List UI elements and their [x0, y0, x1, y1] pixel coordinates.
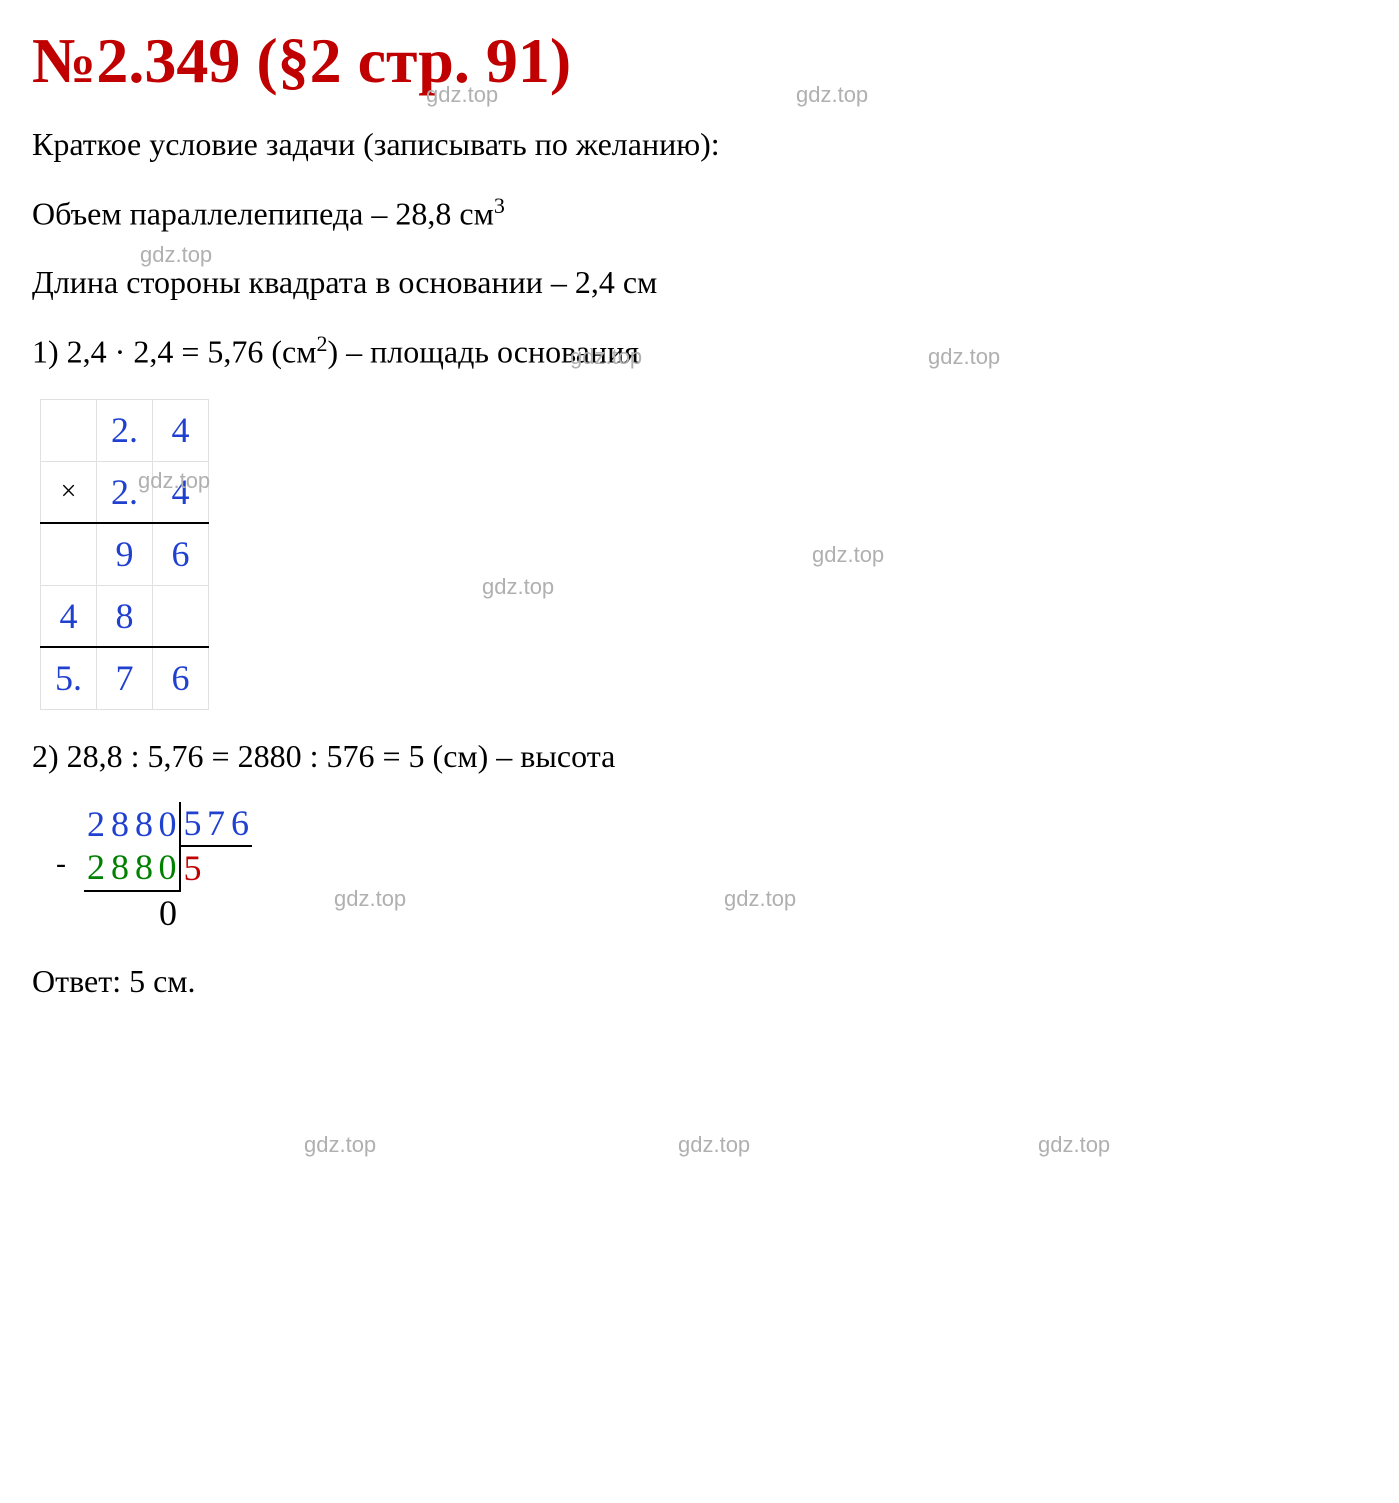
table-row: 0	[60, 891, 252, 935]
table-row: 2. 4	[41, 399, 209, 461]
table-cell: 5.	[41, 647, 97, 709]
multiplication-table: 2. 4 × 2. 4 9 6 4 8 5. 7 6	[40, 399, 209, 710]
table-cell: 8	[97, 585, 153, 647]
watermark: gdz.top	[482, 574, 554, 600]
table-cell: 4	[153, 461, 209, 523]
table-row: 4 8	[41, 585, 209, 647]
volume-line: Объем параллелепипеда – 28,8 см3	[32, 191, 1367, 236]
table-cell: 8	[108, 846, 132, 890]
step1-before: 1) 2,4 · 2,4 = 5,76 (см	[32, 334, 316, 370]
division-table: 2 8 8 0 5 7 6 2 8 8 0 5	[60, 802, 252, 935]
table-cell: 4	[153, 399, 209, 461]
table-cell: 9	[97, 523, 153, 585]
table-cell	[84, 891, 108, 935]
table-cell	[204, 891, 228, 935]
table-cell	[153, 585, 209, 647]
table-row: 2 8 8 0 5 7 6	[60, 802, 252, 846]
watermark: gdz.top	[304, 1132, 376, 1158]
division-block: - 2 8 8 0 5 7 6 2 8 8 0 5	[60, 802, 1367, 935]
watermark: gdz.top	[1038, 1132, 1110, 1158]
table-cell	[228, 846, 252, 890]
table-cell	[132, 891, 156, 935]
table-cell	[41, 399, 97, 461]
table-cell	[60, 802, 84, 846]
volume-exponent: 3	[494, 193, 505, 218]
table-cell: 2.	[97, 461, 153, 523]
table-row: × 2. 4	[41, 461, 209, 523]
table-cell: 0	[156, 802, 180, 846]
table-cell: 0	[156, 846, 180, 890]
table-cell: 0	[156, 891, 180, 935]
step1-after: ) – площадь основания	[327, 334, 638, 370]
watermark: gdz.top	[812, 542, 884, 568]
problem-heading: №2.349 (§2 стр. 91)	[32, 24, 1367, 98]
page-container: №2.349 (§2 стр. 91) Краткое условие зада…	[32, 24, 1367, 1004]
table-cell: 5	[180, 802, 204, 846]
table-row: 2 8 8 0 5	[60, 846, 252, 890]
table-cell	[228, 891, 252, 935]
side-line: Длина стороны квадрата в основании – 2,4…	[32, 260, 1367, 305]
table-cell: 7	[97, 647, 153, 709]
table-cell	[41, 523, 97, 585]
minus-sign: -	[56, 846, 66, 882]
table-cell: 2	[84, 846, 108, 890]
table-cell: 6	[153, 647, 209, 709]
table-cell	[180, 891, 204, 935]
intro-text: Краткое условие задачи (записывать по же…	[32, 122, 1367, 167]
table-cell-operator: ×	[41, 461, 97, 523]
table-cell: 8	[132, 846, 156, 890]
table-cell: 6	[153, 523, 209, 585]
table-row: 5. 7 6	[41, 647, 209, 709]
table-cell: 8	[132, 802, 156, 846]
table-cell	[60, 891, 84, 935]
watermark: gdz.top	[678, 1132, 750, 1158]
table-cell: 2	[84, 802, 108, 846]
table-cell: 2.	[97, 399, 153, 461]
step1-exponent: 2	[316, 331, 327, 356]
table-cell: 5	[180, 846, 204, 890]
table-cell	[108, 891, 132, 935]
answer-line: Ответ: 5 см.	[32, 959, 1367, 1004]
table-cell	[204, 846, 228, 890]
step2-line: 2) 28,8 : 5,76 = 2880 : 576 = 5 (см) – в…	[32, 734, 1367, 779]
step1-line: 1) 2,4 · 2,4 = 5,76 (см2) – площадь осно…	[32, 329, 1367, 374]
table-cell: 4	[41, 585, 97, 647]
table-row: 9 6	[41, 523, 209, 585]
table-cell: 6	[228, 802, 252, 846]
volume-prefix: Объем параллелепипеда – 28,8 см	[32, 195, 494, 231]
table-cell: 7	[204, 802, 228, 846]
table-cell: 8	[108, 802, 132, 846]
